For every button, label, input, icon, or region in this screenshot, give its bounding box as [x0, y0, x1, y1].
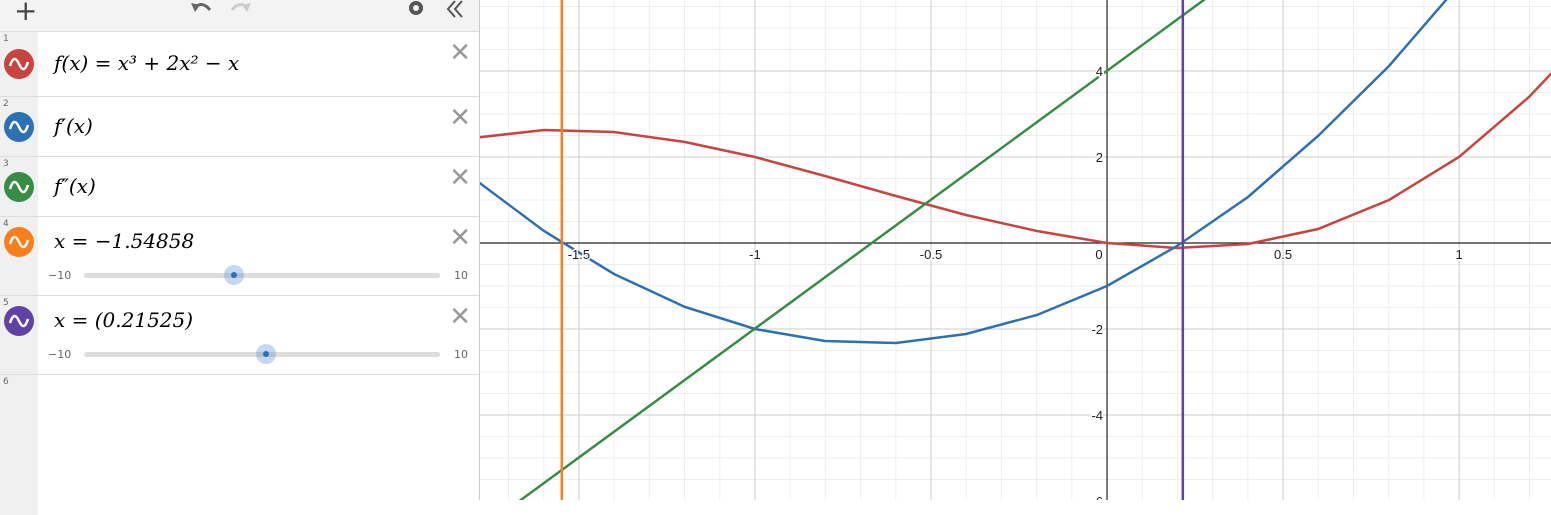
expression-index: 2: [3, 99, 9, 109]
expression-row: 1 f(x) = x³ + 2x² − x ✕: [0, 32, 479, 97]
expression-panel: + 1 f(x) = x³ + 2x² − x ✕ 2 f′(x) ✕ 3 f″(x) ✕ 4 x …: [0, 0, 480, 515]
toolbar: +: [0, 0, 479, 32]
expression-icon: [4, 171, 34, 202]
expression-icon: [4, 306, 34, 336]
curve-f-prime: [472, 0, 1448, 345]
add-button[interactable]: +: [14, 0, 38, 27]
gutter: 3: [0, 157, 38, 216]
expression-list: 1 f(x) = x³ + 2x² − x ✕ 2 f′(x) ✕ 3 f″(x) ✕ 4 x = …: [0, 32, 479, 515]
expression-text: f′(x): [54, 113, 93, 138]
delete-button[interactable]: ✕: [449, 103, 471, 133]
axis-labels: -1.5 -1 -0.5 0 0.5 1 -6 -4 -2 2 4: [566, 62, 1464, 500]
wave: [8, 314, 30, 328]
redo-button[interactable]: [228, 0, 252, 16]
y-tick-label: 2: [1096, 150, 1103, 165]
y-tick-label: -2: [1091, 322, 1103, 337]
gutter: 6: [0, 375, 38, 515]
expression-text: x = (0.21525): [54, 308, 194, 332]
slider-handle[interactable]: [255, 344, 276, 364]
settings-button[interactable]: [406, 0, 426, 18]
expression-icon: [4, 49, 34, 79]
expression-row: 2 f′(x) ✕: [0, 97, 479, 157]
wave: [8, 120, 30, 133]
gutter: 5: [0, 296, 38, 374]
gutter: 4: [0, 217, 38, 295]
expression-index: 4: [3, 219, 9, 229]
expression-index: 1: [3, 34, 9, 44]
expression-index: 5: [3, 298, 9, 308]
delete-button[interactable]: ✕: [449, 302, 471, 332]
gutter: 1: [0, 32, 38, 96]
slider-track: [84, 352, 440, 357]
x-tick-label: 0: [1095, 247, 1102, 262]
wave: [8, 180, 30, 193]
expression-text: x = −1.54858: [54, 229, 195, 253]
curve-f-double-prime: [518, 0, 1206, 500]
delete-button[interactable]: ✕: [449, 163, 471, 193]
expression-row: 6: [0, 375, 479, 515]
x-tick-label: 1: [1455, 247, 1462, 262]
x-tick-label: -0.5: [920, 247, 942, 262]
expression-index: 3: [3, 159, 9, 169]
x-tick-label: -1.5: [568, 247, 590, 262]
curve-f: [472, 71, 1551, 250]
y-tick-label: 4: [1096, 64, 1103, 79]
grid: [480, 0, 1551, 500]
undo-button[interactable]: [190, 0, 214, 16]
collapse-button[interactable]: [445, 0, 465, 18]
expression-row: 3 f″(x) ✕: [0, 157, 479, 217]
expression-row: 4 x = −1.54858 ✕ −10 10: [0, 217, 479, 296]
expression-icon: [4, 227, 34, 257]
delete-button[interactable]: ✕: [449, 38, 471, 68]
y-tick-label: -4: [1091, 408, 1103, 423]
expression-text: f″(x): [54, 173, 96, 198]
expression-text: f(x) = x³ + 2x² − x: [54, 51, 240, 75]
y-tick-label: -6: [1091, 494, 1103, 500]
wave: [8, 235, 30, 249]
slider-min: −10: [48, 269, 72, 282]
expression-row: 5 x = (0.21525) ✕ −10 10: [0, 296, 479, 375]
curves: [472, 0, 1551, 500]
vertical-lines: [560, 0, 1185, 500]
slider-max: 10: [454, 269, 468, 282]
slider-min: −10: [48, 348, 72, 361]
slider-max: 10: [454, 348, 468, 361]
expression-icon: [4, 111, 34, 142]
delete-button[interactable]: ✕: [449, 223, 471, 253]
slider-track: [84, 273, 440, 278]
x-tick-label: -1: [749, 247, 761, 262]
graph: -1.5 -1 -0.5 0 0.5 1 -6 -4 -2 2 4: [472, 0, 1551, 500]
wave: [8, 57, 30, 71]
expression-index: 6: [3, 377, 9, 387]
gutter: 2: [0, 97, 38, 156]
x-tick-label: 0.5: [1274, 247, 1292, 262]
slider-handle[interactable]: [224, 265, 245, 285]
